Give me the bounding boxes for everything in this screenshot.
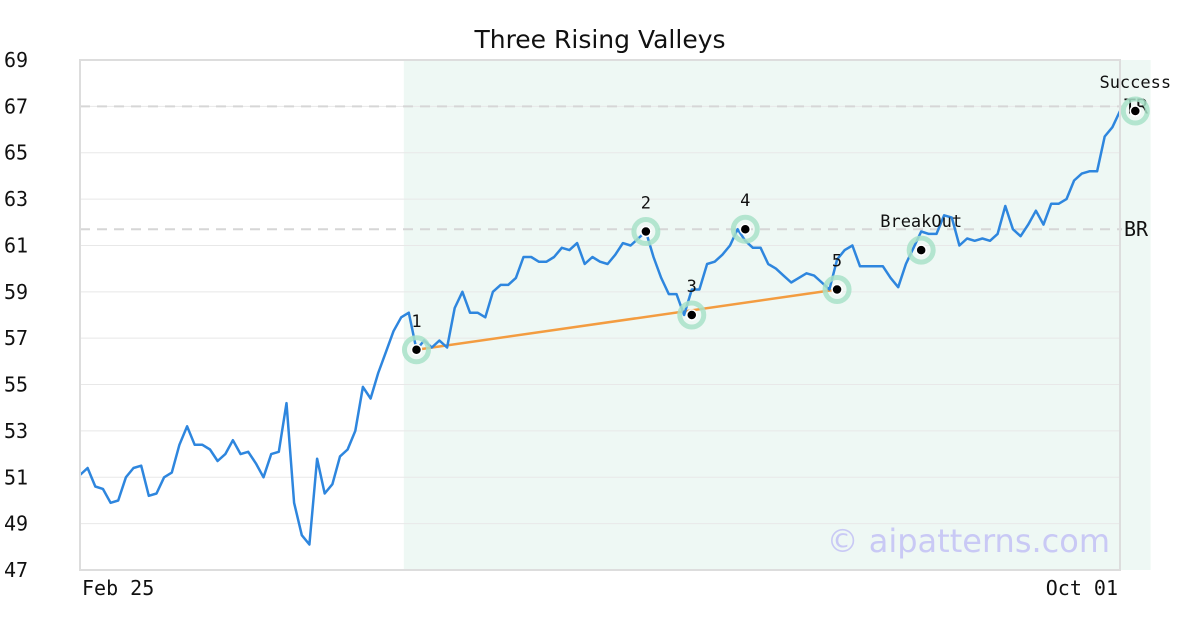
point-halo	[631, 217, 661, 247]
y-tick-label: 51	[4, 465, 28, 489]
point-label: BreakOut	[880, 212, 962, 232]
y-tick-label: 63	[4, 187, 28, 211]
pattern-points: 1 2 3 4 5 BreakOut Success	[401, 73, 1171, 365]
point-marker	[831, 283, 843, 296]
y-tick-label: 61	[4, 233, 28, 257]
point-marker	[686, 309, 698, 321]
watermark: © aipatterns.com	[827, 522, 1110, 560]
point-halo	[677, 300, 707, 330]
price-line	[79, 110, 1122, 546]
y-tick-label: 65	[4, 141, 28, 165]
y-tick-label: 55	[4, 373, 28, 397]
point-halo	[822, 275, 852, 304]
y-tick-label: 69	[4, 48, 28, 72]
point-label: 3	[687, 277, 697, 297]
plot-frame	[79, 59, 1121, 571]
x-axis-ticks: Feb 25 Oct 01	[82, 576, 1118, 600]
point-label: 1	[411, 312, 421, 332]
y-tick-label: 53	[4, 419, 28, 443]
y-tick-label: 59	[4, 280, 28, 304]
point-halo	[730, 214, 760, 244]
point-marker	[1129, 105, 1142, 117]
point-marker	[915, 244, 927, 256]
x-tick-label: Feb 25	[82, 576, 154, 600]
y-tick-label: 57	[4, 326, 28, 350]
support-line	[416, 288, 838, 352]
chart-title: Three Rising Valleys	[473, 25, 725, 54]
point-marker	[640, 225, 652, 238]
pattern-zone	[403, 60, 1151, 570]
point-label: 2	[641, 194, 651, 214]
point-halo	[906, 235, 936, 265]
point-label: Success	[1099, 73, 1171, 93]
point-halo	[401, 335, 431, 365]
y-axis-ticks: 47 49 51 53 55 57 59 61 63 65 67 69	[4, 48, 28, 582]
point-halo	[1120, 96, 1150, 126]
x-tick-label: Oct 01	[1046, 576, 1118, 600]
point-label: 5	[832, 252, 842, 272]
y-tick-label: 49	[4, 512, 28, 536]
point-marker	[739, 223, 752, 235]
point-label: 4	[740, 191, 750, 211]
level-label: BR	[1124, 217, 1149, 241]
y-tick-label: 67	[4, 94, 28, 118]
y-tick-label: 47	[4, 558, 28, 582]
point-marker	[410, 344, 423, 356]
